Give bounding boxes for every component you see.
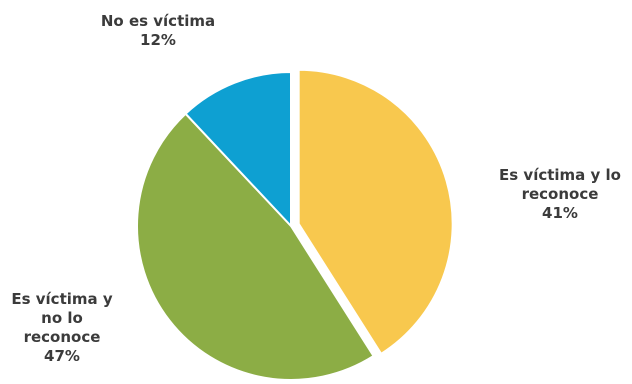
slice-label-line: Es víctima y [11,290,113,308]
slice-value: 12% [140,31,176,49]
slice-label-line: Es víctima y lo [499,166,621,184]
slice-label-not-victim: No es víctima 12% [86,12,230,50]
slice-label-line: reconoce [23,328,101,346]
slice-label-victim-acknowledges: Es víctima y lo reconoce 41% [492,166,628,223]
slice-label-line: reconoce [521,185,599,203]
slice-label-victim-not-acknowledges: Es víctima y no lo reconoce 47% [2,290,122,366]
slice-label-line: no lo [41,309,83,327]
slice-value: 41% [542,204,578,222]
slice-victim-acknowledges [297,68,454,356]
slice-label-line: No es víctima [100,12,216,30]
slice-victim-not-acknowledges [136,112,375,381]
slice-value: 47% [44,347,80,365]
slice-not-victim [184,70,292,229]
